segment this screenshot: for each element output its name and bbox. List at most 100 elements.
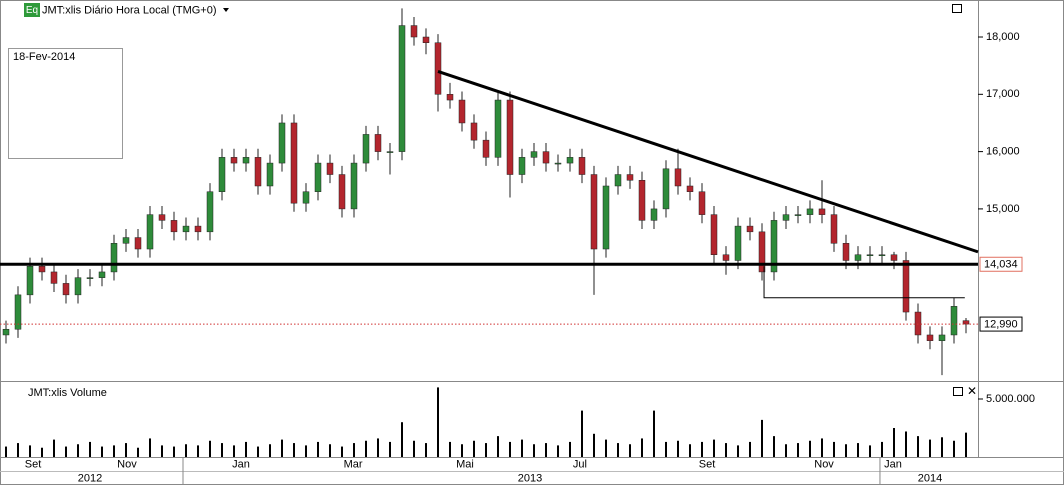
candle-body (446, 94, 454, 101)
volume-bar (653, 410, 655, 457)
candle-body (422, 36, 430, 43)
volume-bar (305, 445, 307, 457)
candle-body (950, 306, 958, 336)
candle-body (698, 191, 706, 215)
candle-body (386, 151, 394, 153)
volume-bar (701, 441, 703, 457)
y-tick-label: 18,000 (986, 31, 1020, 43)
chart-title[interactable]: JMT:xlis Diário Hora Local (TMG+0) (42, 4, 217, 16)
volume-bar (809, 440, 811, 457)
candle-body (938, 334, 946, 341)
volume-bar (953, 440, 955, 457)
candle-body (758, 231, 766, 273)
dropdown-arrow[interactable] (223, 8, 229, 12)
info-date: 18-Fev-2014 (13, 51, 75, 63)
volume-bar (341, 446, 343, 457)
volume-bar (917, 436, 919, 457)
volume-bar (209, 440, 211, 457)
candle-body (362, 134, 370, 164)
volume-bar (893, 428, 895, 457)
candle-body (230, 157, 238, 164)
candle-body (146, 214, 154, 250)
candle-body (350, 162, 358, 210)
candle-body (890, 254, 898, 261)
volume-bar (521, 439, 523, 457)
volume-bar (605, 439, 607, 457)
volume-bar (17, 443, 19, 457)
volume-bar (545, 443, 547, 457)
candle-body (530, 151, 538, 158)
candle-body (338, 174, 346, 210)
volume-bar (497, 436, 499, 457)
candle-body (86, 277, 94, 279)
candle-body (734, 225, 742, 261)
candle-body (518, 157, 526, 175)
volume-bar (725, 443, 727, 457)
candle-body (110, 243, 118, 273)
maximize-button[interactable] (952, 4, 962, 13)
candle-body (854, 254, 862, 261)
x-tick-label: Nov (814, 458, 834, 470)
volume-bar (773, 436, 775, 457)
volume-bar (149, 438, 151, 457)
volume-bar (509, 441, 511, 457)
volume-bar (401, 422, 403, 457)
candle-body (266, 162, 274, 187)
candle-body (542, 151, 550, 164)
candle-body (38, 265, 46, 273)
candle-body (818, 208, 826, 215)
volume-bar (677, 440, 679, 457)
level-label: 14,034 (984, 259, 1018, 271)
volume-bar (89, 441, 91, 457)
candle-body (278, 122, 286, 164)
volume-bar (833, 441, 835, 457)
candle-body (398, 25, 406, 152)
volume-bar (377, 438, 379, 457)
candle-body (842, 243, 850, 261)
x-tick-label: Set (25, 458, 42, 470)
candle-body (674, 168, 682, 187)
candle-body (62, 283, 70, 296)
badge (24, 3, 40, 17)
volume-bar (737, 445, 739, 457)
volume-bar (65, 446, 67, 457)
candle-body (410, 25, 418, 38)
candle-body (158, 214, 166, 221)
y-tick-label: 5.000.000 (986, 393, 1035, 405)
volume-bar (593, 433, 595, 457)
candle-body (794, 214, 802, 216)
volume-bar (257, 446, 259, 457)
candle-body (482, 139, 490, 158)
candle-body (962, 320, 970, 325)
volume-bar (197, 445, 199, 457)
candle-body (26, 265, 34, 296)
volume-bar (437, 387, 439, 457)
x-tick-label: Set (699, 458, 716, 470)
close-button[interactable]: ✕ (967, 384, 977, 398)
candle-body (638, 180, 646, 221)
trendline (763, 266, 965, 299)
maximize-button[interactable] (953, 387, 963, 396)
candle-body (650, 208, 658, 221)
candle-body (326, 162, 334, 175)
candle-body (590, 174, 598, 250)
candle-body (746, 225, 754, 233)
candle-body (902, 260, 910, 313)
last-label-box (979, 316, 1023, 332)
year-label: 2013 (518, 472, 542, 484)
info-box: 18-Fev-2014 (8, 48, 123, 159)
volume-bar (569, 441, 571, 457)
candle-body (494, 99, 502, 158)
candle-body (98, 271, 106, 278)
volume-bar (245, 441, 247, 457)
candle-body (866, 254, 874, 256)
candle-body (194, 225, 202, 233)
level-label-box (979, 256, 1023, 272)
candle-body (566, 157, 574, 164)
plot (0, 8, 979, 376)
year-label: 2014 (918, 472, 942, 484)
volume-bar (905, 431, 907, 457)
last-price-label: 12,990 (984, 318, 1018, 330)
volume-bar (161, 445, 163, 457)
